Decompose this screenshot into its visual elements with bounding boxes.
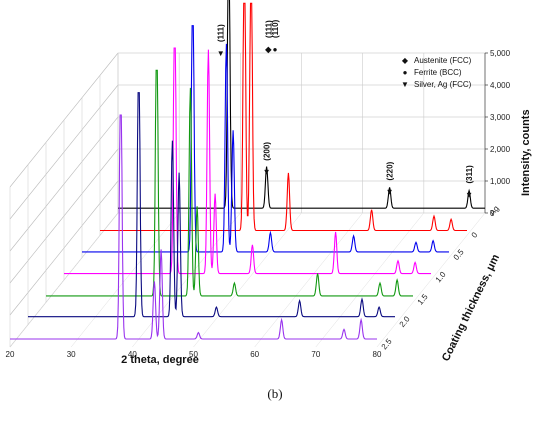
- z-tick-label: 0: [470, 230, 480, 240]
- peak-marker: ◆: [264, 45, 272, 54]
- peak-label: (110): [271, 19, 280, 38]
- peak-label: (111): [217, 24, 226, 42]
- peak-label: (311): [465, 165, 474, 184]
- series-line-1.0: [64, 47, 431, 275]
- legend-label: Silver, Ag (FCC): [414, 80, 472, 89]
- series-line-0: [100, 2, 467, 232]
- z-tick-label: 1.5: [416, 292, 430, 307]
- floor-grid-line: [376, 212, 486, 348]
- legend: ◆ Austenite (FCC) ● Ferrite (BCC) ▼ Silver, A…: [401, 56, 472, 89]
- series-line-0.5: [82, 25, 449, 253]
- series-line-1.5: [46, 69, 413, 297]
- peak-label: (200): [263, 142, 272, 161]
- floor-grid-line: [132, 212, 241, 348]
- series-line-Ag: [118, 0, 485, 209]
- y-axis-title: Intensity, counts: [520, 109, 532, 196]
- x-tick-label: 70: [311, 350, 320, 359]
- series-line-2.5: [10, 114, 377, 340]
- y-tick-label: 1,000: [490, 177, 511, 186]
- x-axis-title: 2 theta, degree: [121, 354, 199, 366]
- legend-marker: ▼: [401, 80, 409, 89]
- peak-label: (111): [264, 20, 273, 38]
- peak-marker: ▼: [386, 187, 394, 196]
- series-layer: [10, 0, 485, 340]
- x-tick-label: 20: [6, 350, 15, 359]
- z-tick-label: 2.5: [380, 337, 394, 352]
- peak-annotations: ▼(111)▼(200)▼(220)▼(311)◆(111)●(110): [217, 19, 474, 199]
- floor-grid-line: [193, 212, 302, 348]
- y-tick-label: 2,000: [490, 145, 511, 154]
- peak-marker: ▼: [263, 168, 271, 177]
- y-tick-label: 4,000: [490, 81, 511, 90]
- z-tick-label: 1.0: [434, 270, 448, 285]
- y-tick-label: 5,000: [490, 49, 511, 58]
- legend-marker: ◆: [402, 56, 409, 65]
- peak-marker: ▼: [465, 190, 473, 199]
- legend-label: Austenite (FCC): [414, 56, 472, 65]
- z-axis-title: Coating thickness, μm: [440, 252, 502, 363]
- peak-marker: ●: [273, 45, 278, 54]
- figure-caption: (b): [267, 386, 282, 401]
- grid-lines: [9, 52, 486, 348]
- floor-grid-line: [254, 212, 363, 348]
- tick-labels: 20 30 40 50 60 70 80 0 1,000 2,000 3,000 4,000 5,000…: [6, 49, 511, 359]
- y-tick-label: 0: [490, 209, 495, 218]
- z-tick-label: 2.0: [398, 314, 412, 329]
- floor-grid-line: [315, 212, 425, 348]
- legend-label: Ferrite (BCC): [414, 68, 462, 77]
- x-tick-label: 40: [128, 350, 137, 359]
- y-tick-label: 3,000: [490, 113, 511, 122]
- x-tick-label: 50: [189, 350, 198, 359]
- floor-grid-line: [70, 212, 180, 348]
- legend-marker: ●: [403, 68, 408, 77]
- x-tick-label: 60: [250, 350, 259, 359]
- peak-label: (220): [386, 161, 395, 180]
- series-line-2.0: [28, 92, 395, 318]
- peak-marker: ▼: [217, 49, 225, 58]
- z-tick-label: 0.5: [452, 247, 466, 262]
- x-tick-label: 30: [67, 350, 76, 359]
- x-tick-label: 80: [373, 350, 382, 359]
